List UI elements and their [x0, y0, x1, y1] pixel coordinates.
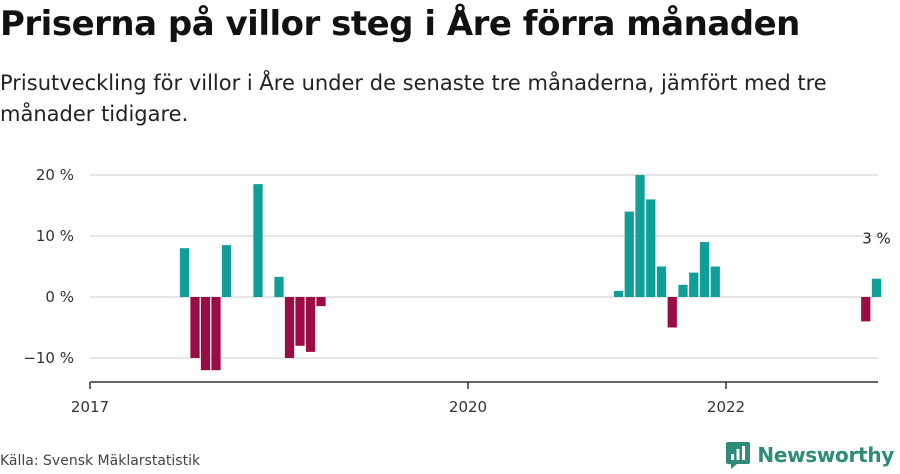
bar [689, 272, 699, 297]
bar [295, 297, 305, 346]
bar [305, 297, 316, 352]
bar [656, 266, 667, 297]
bar [699, 242, 710, 297]
bar [200, 297, 211, 371]
bar [667, 297, 677, 328]
bar [861, 297, 871, 322]
x-tick-label: 2017 [71, 398, 109, 416]
y-tick-label: 10 % [36, 227, 74, 245]
bar [284, 297, 295, 358]
x-tick-label: 2022 [707, 398, 745, 416]
bar [211, 297, 221, 371]
x-tick-label: 2020 [449, 398, 487, 416]
chart-subtitle: Prisutveckling för villor i Åre under de… [0, 71, 827, 126]
bar [274, 276, 284, 297]
chart-title: Priserna på villor steg i Åre förra måna… [0, 4, 800, 44]
bar [613, 290, 624, 297]
bar [635, 175, 645, 297]
bar [179, 248, 190, 297]
bar [624, 211, 634, 297]
bar [253, 184, 263, 297]
brand-logo: Newsworthy [725, 440, 894, 470]
bar [221, 245, 232, 297]
y-tick-label: 0 % [45, 288, 74, 306]
brand-name: Newsworthy [757, 443, 894, 467]
y-tick-label: −10 % [23, 349, 74, 367]
data-label: 3 % [862, 230, 891, 248]
y-tick-label: 20 % [36, 166, 74, 184]
bar [678, 284, 688, 297]
bar [316, 297, 326, 307]
bars [179, 175, 882, 371]
labels: 3 % [862, 230, 891, 248]
bar [871, 278, 882, 297]
grid-lines: 20 % 10 % 0 % −10 % [23, 166, 878, 367]
newsworthy-logo-icon [726, 442, 751, 469]
bar [190, 297, 200, 358]
bar [646, 199, 656, 297]
source-note: Källa: Svensk Mäklarstatistik [0, 453, 201, 469]
bar [710, 266, 720, 297]
x-axis: 2017 2020 2022 [71, 381, 878, 416]
